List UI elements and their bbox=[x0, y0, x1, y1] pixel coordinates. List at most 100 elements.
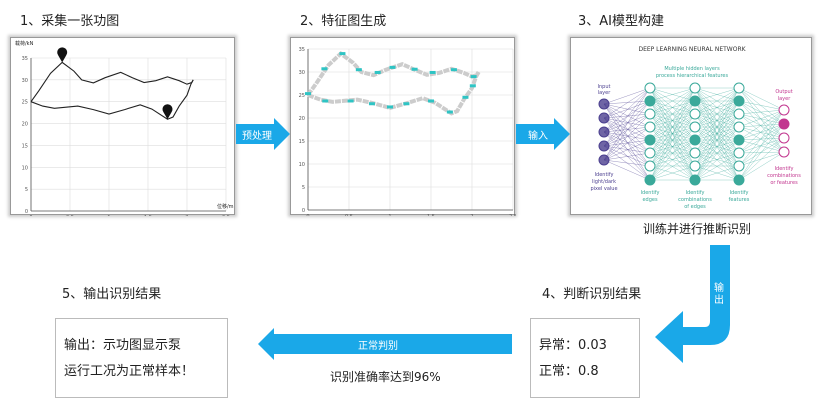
nn-connection bbox=[603, 87, 651, 133]
chart1-xlabel: 位移/m bbox=[217, 204, 234, 210]
nn-connection bbox=[603, 103, 651, 154]
output-label: 输出 bbox=[714, 283, 724, 306]
nn-neuron bbox=[689, 95, 701, 107]
nn-connection bbox=[603, 126, 651, 147]
step2-title: 2、特征图生成 bbox=[300, 14, 387, 29]
y-tick-label: 5 bbox=[25, 187, 28, 193]
chart1-svg: 0 5 10 15 20 25 30 35 0 0.5 1 1.5 2 2.5 bbox=[22, 47, 230, 221]
y-tick-label: 0 bbox=[302, 208, 305, 214]
nn-connection bbox=[603, 103, 651, 128]
upper-feature-curve bbox=[306, 50, 481, 97]
nn-connection bbox=[603, 87, 651, 119]
nn-connection bbox=[603, 100, 651, 119]
nn-connection bbox=[603, 103, 651, 115]
abnormal-score: 异常：0.03 bbox=[539, 338, 607, 353]
x-tick-label: 2 bbox=[470, 214, 473, 216]
nn-neuron bbox=[689, 108, 701, 120]
nn-caption: Identify bbox=[730, 190, 749, 196]
preprocess-label: 预处理 bbox=[242, 131, 272, 142]
nn-connection bbox=[603, 100, 651, 133]
nn-connection bbox=[738, 123, 785, 154]
nn-connection bbox=[694, 87, 740, 154]
output-arrow: 输出 bbox=[655, 245, 735, 370]
nn-connection bbox=[694, 165, 740, 181]
nn-connection bbox=[649, 100, 696, 181]
nn-connection bbox=[649, 87, 696, 128]
feature-mark bbox=[389, 65, 396, 69]
nn-connection bbox=[738, 126, 785, 153]
lower-feature-curve bbox=[307, 71, 481, 116]
nn-neuron bbox=[644, 147, 656, 159]
nn-connection bbox=[603, 113, 651, 147]
nn-connection bbox=[738, 109, 785, 128]
nn-connection bbox=[603, 117, 651, 141]
nn-connection bbox=[738, 87, 785, 153]
nn-connection bbox=[694, 87, 740, 102]
nn-connection bbox=[694, 139, 740, 181]
nn-connection bbox=[603, 126, 651, 161]
nn-connection bbox=[738, 113, 785, 139]
y-tick-label: 25 bbox=[22, 100, 28, 106]
nn-connection bbox=[738, 109, 785, 115]
nn-connection bbox=[738, 109, 785, 154]
output-line1: 输出：示功图显示泵 bbox=[64, 338, 182, 353]
nn-connection bbox=[649, 139, 696, 167]
x-tick-label: 0.5 bbox=[345, 214, 353, 216]
step5-title: 5、输出识别结果 bbox=[62, 287, 162, 302]
nn-caption: combinations bbox=[767, 173, 801, 179]
nn-connection bbox=[603, 152, 651, 161]
pin-marker bbox=[57, 47, 68, 63]
nn-connection bbox=[603, 117, 651, 128]
x-tick-label: 0.5 bbox=[66, 215, 74, 216]
nn-connection bbox=[603, 87, 651, 147]
input-arrow: 输入 bbox=[516, 118, 570, 150]
nn-caption: combinations bbox=[678, 197, 712, 203]
nn-caption: pixel value bbox=[590, 186, 617, 192]
nn-caption: of edges bbox=[684, 204, 706, 210]
nn-caption: Identify bbox=[686, 190, 705, 196]
step4-title: 4、判断识别结果 bbox=[542, 287, 642, 302]
nn-connection bbox=[694, 126, 740, 167]
y-tick-label: 30 bbox=[299, 70, 305, 76]
nn-connection bbox=[738, 151, 785, 181]
input-label: 输入 bbox=[528, 131, 548, 142]
y-tick-label: 5 bbox=[302, 185, 305, 191]
nn-title: DEEP LEARNING NEURAL NETWORK bbox=[638, 46, 746, 53]
nn-connection bbox=[694, 100, 740, 181]
nn-neuron bbox=[598, 98, 610, 110]
nn-connection bbox=[603, 100, 651, 147]
nn-neuron bbox=[733, 95, 745, 107]
feature-mark bbox=[368, 102, 375, 106]
step1-title: 1、采集一张功图 bbox=[20, 14, 120, 29]
nn-neuron bbox=[733, 147, 745, 159]
nn-neuron bbox=[733, 174, 745, 186]
nn-connection bbox=[694, 113, 740, 167]
nn-connection bbox=[649, 87, 696, 141]
nn-connection bbox=[649, 87, 696, 115]
x-tick-label: 1.5 bbox=[144, 215, 152, 216]
nn-neuron bbox=[598, 154, 610, 166]
feature-mark bbox=[339, 52, 346, 56]
feature-map-chart: 0 5 10 15 20 25 30 35 0 0.5 1 1.5 2 2.5 bbox=[290, 37, 517, 220]
nn-neuron bbox=[689, 121, 701, 133]
nn-neuron bbox=[733, 82, 745, 94]
nn-connection bbox=[603, 100, 651, 105]
nn-connection bbox=[738, 126, 785, 139]
nn-neuron bbox=[644, 174, 656, 186]
nn-output-label: Output bbox=[775, 89, 792, 95]
nn-connection bbox=[603, 103, 651, 167]
nn-connection bbox=[603, 126, 651, 133]
nn-connection bbox=[603, 87, 651, 105]
nn-connection bbox=[694, 113, 740, 181]
nn-connection bbox=[738, 137, 785, 154]
nn-connection bbox=[649, 152, 696, 181]
output-box: 输出：示功图显示泵 运行工况为正常样本！ bbox=[55, 318, 228, 398]
nn-connection bbox=[603, 145, 651, 167]
nn-connection bbox=[603, 87, 651, 161]
nn-connection bbox=[649, 87, 696, 181]
nn-connection bbox=[649, 139, 696, 181]
nn-connection bbox=[603, 113, 651, 161]
feature-mark bbox=[374, 70, 381, 74]
nn-connection bbox=[603, 117, 651, 154]
nn-connection bbox=[694, 152, 740, 167]
